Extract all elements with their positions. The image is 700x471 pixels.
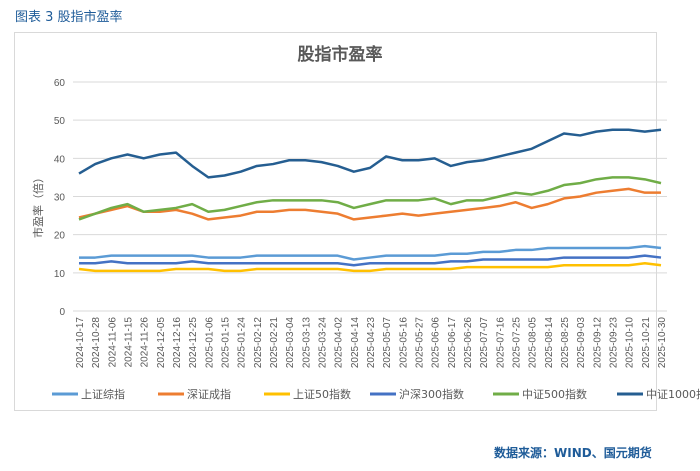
x-tick-label: 2025-06-06 <box>431 317 442 369</box>
data-source: 数据来源：WIND、国元期货 <box>494 446 652 460</box>
y-tick-label: 30 <box>54 193 66 204</box>
x-tick-label: 2025-07-07 <box>479 317 490 369</box>
x-tick-label: 2024-10-28 <box>91 317 102 369</box>
series-line-2 <box>78 262 662 273</box>
x-tick-label: 2025-08-14 <box>544 317 555 369</box>
x-tick-label: 2024-11-06 <box>107 317 118 368</box>
x-tick-label: 2025-03-04 <box>285 317 296 369</box>
x-tick-label: 2025-01-06 <box>204 317 215 369</box>
x-tick-label: 2025-09-23 <box>609 317 620 369</box>
y-tick-label: 20 <box>54 231 66 242</box>
chart-title: 股指市盈率 <box>298 44 383 65</box>
x-tick-label: 2024-11-15 <box>124 317 135 368</box>
series-line-3 <box>79 254 662 267</box>
x-tick-label: 2025-06-26 <box>463 317 474 369</box>
series-line-4 <box>78 176 662 221</box>
y-axis-label: 市盈率（倍） <box>31 172 45 238</box>
x-tick-label: 2025-08-25 <box>560 317 571 369</box>
x-tick-label: 2025-07-16 <box>495 317 506 369</box>
x-tick-label: 2025-06-17 <box>447 317 458 369</box>
x-tick-label: 2025-10-10 <box>625 317 636 369</box>
legend-label: 深证成指 <box>187 387 231 401</box>
chart-frame <box>14 32 657 411</box>
legend-label: 中证1000指数 <box>646 387 700 401</box>
y-tick-label: 50 <box>54 116 66 127</box>
x-tick-label: 2025-02-21 <box>269 317 280 369</box>
x-tick-label: 2025-01-24 <box>237 317 248 369</box>
x-tick-label: 2025-04-23 <box>366 317 377 369</box>
y-tick-label: 0 <box>59 307 65 318</box>
x-tick-label: 2025-05-07 <box>382 317 393 369</box>
x-tick-label: 2025-04-14 <box>350 317 361 369</box>
legend-label: 沪深300指数 <box>399 387 464 401</box>
x-tick-label: 2024-10-17 <box>75 317 86 369</box>
x-tick-label: 2025-05-27 <box>415 317 426 369</box>
legend-label: 中证500指数 <box>522 387 587 401</box>
series-line-5 <box>78 128 662 179</box>
legend-label: 上证综指 <box>81 387 125 401</box>
x-tick-label: 2025-03-13 <box>301 317 312 369</box>
x-tick-label: 2024-12-25 <box>188 317 199 369</box>
y-tick-label: 10 <box>54 269 66 280</box>
x-tick-label: 2025-10-30 <box>657 317 668 369</box>
x-tick-label: 2024-11-26 <box>140 317 151 368</box>
x-tick-label: 2025-09-12 <box>592 317 603 369</box>
series-line-1 <box>78 187 661 221</box>
x-tick-label: 2025-08-05 <box>528 317 539 369</box>
legend-label: 上证50指数 <box>293 387 351 401</box>
x-tick-label: 2025-10-21 <box>641 317 652 369</box>
x-tick-label: 2025-07-25 <box>512 317 523 369</box>
x-tick-label: 2025-05-16 <box>398 317 409 369</box>
x-tick-label: 2025-02-12 <box>253 317 264 369</box>
x-tick-label: 2025-03-24 <box>318 317 329 369</box>
y-tick-label: 60 <box>54 78 66 89</box>
x-tick-label: 2024-12-05 <box>156 317 167 369</box>
x-tick-label: 2025-09-03 <box>576 317 587 369</box>
series-line-0 <box>79 244 662 261</box>
x-tick-label: 2025-04-02 <box>334 317 345 369</box>
x-tick-label: 2024-12-16 <box>172 317 183 369</box>
x-tick-label: 2025-01-15 <box>221 317 232 369</box>
y-tick-label: 40 <box>54 154 66 165</box>
figure-title: 图表 3 股指市盈率 <box>15 10 123 25</box>
